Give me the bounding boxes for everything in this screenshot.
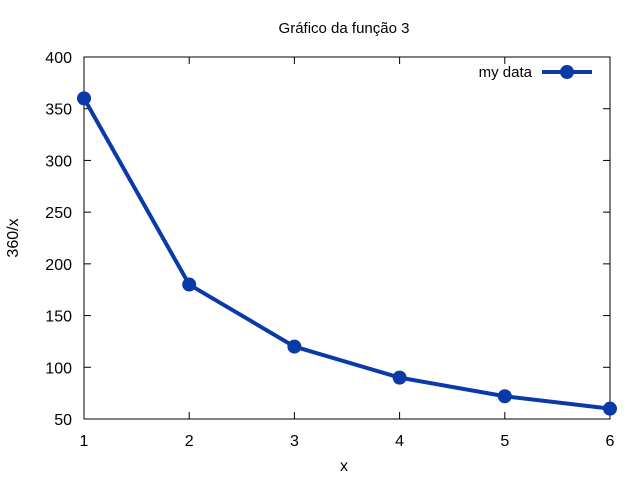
legend: my data (479, 64, 592, 81)
data-point (287, 339, 302, 354)
y-tick-label: 100 (45, 360, 72, 377)
y-tick-label: 350 (45, 102, 72, 119)
x-axis-ticks: 1 2 3 4 5 6 (80, 57, 615, 450)
y-tick-label: 200 (45, 257, 72, 274)
x-tick-label: 2 (185, 433, 194, 450)
data-point (77, 91, 91, 106)
y-tick-label: 250 (45, 205, 72, 222)
x-tick-label: 1 (80, 433, 89, 450)
chart-title: Gráfico da função 3 (279, 20, 410, 37)
data-point (603, 401, 617, 416)
legend-label: my data (479, 64, 533, 81)
plot-frame (83, 56, 611, 420)
series-layer (77, 91, 617, 416)
y-axis-label: 360/x (5, 218, 22, 257)
y-tick-label: 150 (45, 309, 72, 326)
data-point (392, 370, 407, 385)
y-tick-label: 300 (45, 153, 72, 170)
legend-marker (560, 65, 574, 79)
x-axis-label: x (340, 458, 348, 475)
x-tick-label: 6 (606, 433, 615, 450)
y-tick-label: 50 (54, 412, 72, 429)
data-point (497, 389, 512, 404)
data-point (182, 277, 197, 292)
y-tick-label: 400 (45, 50, 72, 67)
x-tick-label: 3 (290, 433, 299, 450)
x-tick-label: 4 (395, 433, 404, 450)
series-line (82, 97, 611, 411)
y-axis-ticks: 50 100 150 200 250 300 350 400 (45, 50, 610, 429)
x-tick-label: 5 (500, 433, 509, 450)
